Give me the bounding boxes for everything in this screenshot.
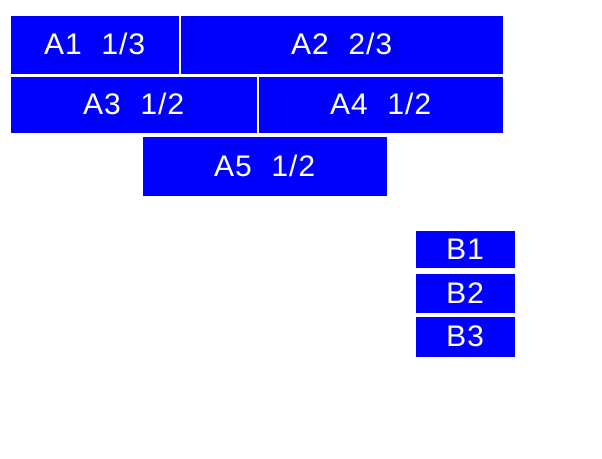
- box-a1: A1 1/3: [11, 16, 179, 74]
- box-a4: A4 1/2: [259, 77, 503, 133]
- box-b3: B3: [416, 317, 515, 357]
- box-b1: B1: [416, 231, 515, 268]
- box-a5: A5 1/2: [143, 137, 387, 196]
- box-a3: A3 1/2: [11, 77, 257, 133]
- box-b2: B2: [416, 274, 515, 313]
- box-a2: A2 2/3: [181, 16, 503, 74]
